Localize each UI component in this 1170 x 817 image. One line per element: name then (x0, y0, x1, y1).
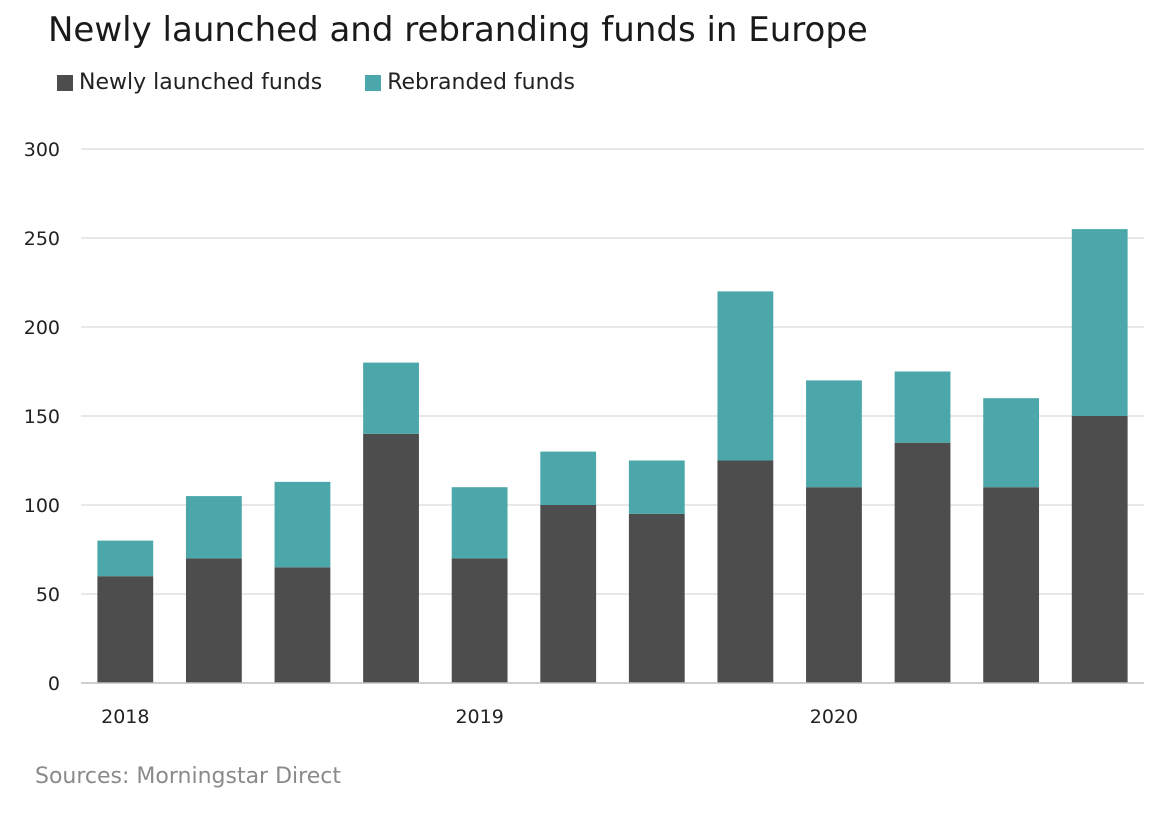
x-tick-label: 2020 (810, 706, 858, 728)
bar-segment-newly-launched (97, 576, 154, 683)
legend: Newly launched funds Rebranded funds (57, 70, 618, 95)
bar-segment-newly-launched (274, 567, 331, 683)
bar-segment-rebranded (628, 460, 685, 514)
legend-swatch-rebranded (365, 74, 382, 91)
bar-segment-newly-launched (451, 558, 508, 683)
y-tick-label: 100 (24, 495, 60, 517)
bar-segment-newly-launched (983, 487, 1040, 683)
bar-segment-newly-launched (363, 433, 419, 683)
bar-segment-rebranded (451, 487, 508, 559)
legend-item-newly-launched: Newly launched funds (57, 70, 322, 95)
y-tick-label: 50 (36, 584, 60, 606)
x-tick-label: 2018 (101, 706, 149, 728)
bar-segment-rebranded (185, 496, 242, 559)
bar-segment-rebranded (540, 451, 597, 505)
y-tick-label: 150 (24, 406, 60, 428)
bars (97, 229, 1128, 683)
bar-segment-rebranded (363, 362, 419, 434)
y-axis-ticks: 0 50 100 150 200 250 300 (24, 139, 60, 695)
x-axis-ticks: 2018 2019 2020 (101, 706, 858, 728)
legend-item-rebranded: Rebranded funds (365, 70, 575, 95)
legend-swatch-newly-launched (57, 74, 73, 91)
legend-label-newly-launched: Newly launched funds (79, 70, 323, 95)
bar-segment-newly-launched (540, 505, 597, 683)
bar-segment-newly-launched (894, 442, 951, 683)
bar-segment-rebranded (1071, 229, 1128, 416)
bar-segment-newly-launched (185, 558, 242, 683)
chart-title: Newly launched and rebranding funds in E… (48, 10, 868, 50)
legend-label-rebranded: Rebranded funds (387, 70, 575, 95)
source-note: Sources: Morningstar Direct (35, 764, 341, 789)
x-tick-label: 2019 (455, 706, 503, 728)
y-tick-label: 250 (24, 228, 60, 250)
gridlines (81, 148, 1144, 595)
bar-segment-rebranded (717, 291, 774, 461)
y-tick-label: 300 (24, 139, 60, 161)
y-tick-label: 0 (48, 673, 60, 695)
bar-segment-rebranded (983, 398, 1040, 488)
bar-segment-newly-launched (806, 487, 862, 683)
bar-segment-rebranded (806, 380, 862, 488)
bar-segment-rebranded (274, 481, 331, 568)
bar-segment-rebranded (97, 540, 154, 577)
y-tick-label: 200 (24, 317, 60, 339)
bar-segment-rebranded (894, 371, 951, 443)
bar-segment-newly-launched (1071, 416, 1128, 683)
bar-segment-newly-launched (717, 460, 774, 683)
bar-segment-newly-launched (628, 513, 685, 683)
